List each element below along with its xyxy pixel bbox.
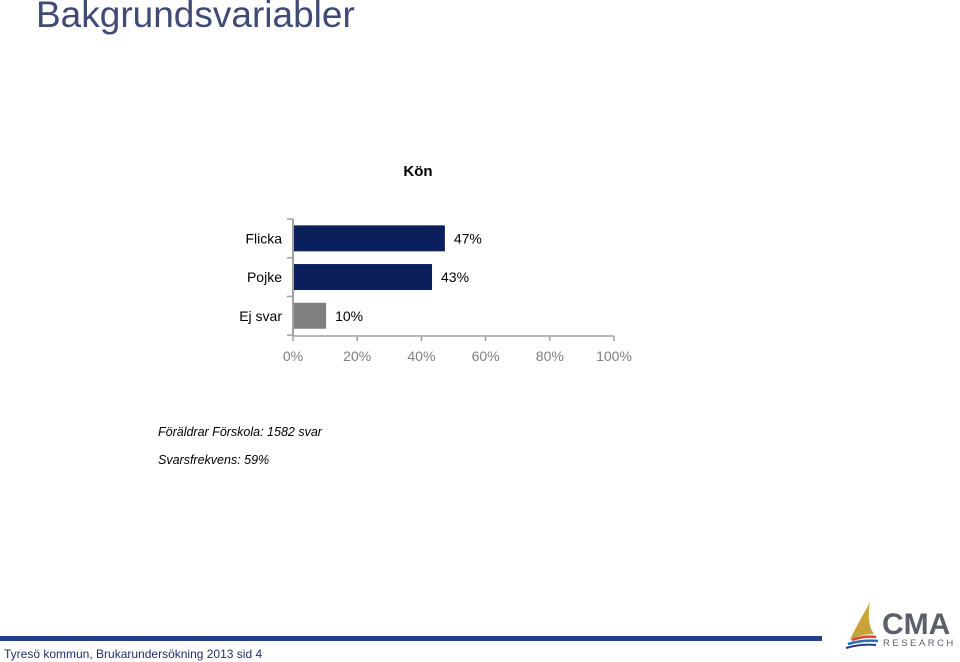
- footer-text: Tyresö kommun, Brukarundersökning 2013 s…: [4, 647, 263, 661]
- data-label: 47%: [454, 230, 482, 246]
- x-tick-label: 100%: [596, 348, 632, 364]
- chart-title: Kön: [403, 163, 432, 180]
- x-tick-label: 80%: [536, 348, 564, 364]
- logo-text: CMA: [882, 608, 950, 641]
- chart-bars: [294, 225, 445, 329]
- logo-subtext: RESEARCH: [883, 638, 956, 649]
- respondents-note: Föräldrar Förskola: 1582 svar: [158, 425, 322, 439]
- category-label: Ej svar: [239, 308, 282, 324]
- cma-research-logo: CMA RESEARCH: [845, 602, 956, 649]
- gender-bar-chart: Kön 0% 20% 40% 60% 80% 100% Flicka 47% Pojke 43%…: [239, 163, 632, 364]
- data-label: 43%: [441, 269, 469, 285]
- category-label: Pojke: [247, 269, 282, 285]
- x-tick-label: 40%: [407, 348, 435, 364]
- response-rate-note: Svarsfrekvens: 59%: [158, 453, 270, 467]
- footer-rule: [0, 636, 822, 641]
- page-title: Bakgrundsvariabler: [36, 0, 355, 35]
- bar: [294, 264, 433, 291]
- bar: [294, 302, 327, 329]
- bar: [294, 225, 445, 252]
- sail-icon: [850, 602, 874, 640]
- x-tick-label: 0%: [283, 348, 303, 364]
- data-label: 10%: [335, 308, 363, 324]
- chart-axes: 0% 20% 40% 60% 80% 100%: [283, 218, 632, 364]
- x-tick-label: 60%: [472, 348, 500, 364]
- category-label: Flicka: [245, 230, 282, 246]
- chart-labels: Flicka 47% Pojke 43% Ej svar 10%: [239, 230, 482, 323]
- x-tick-label: 20%: [343, 348, 371, 364]
